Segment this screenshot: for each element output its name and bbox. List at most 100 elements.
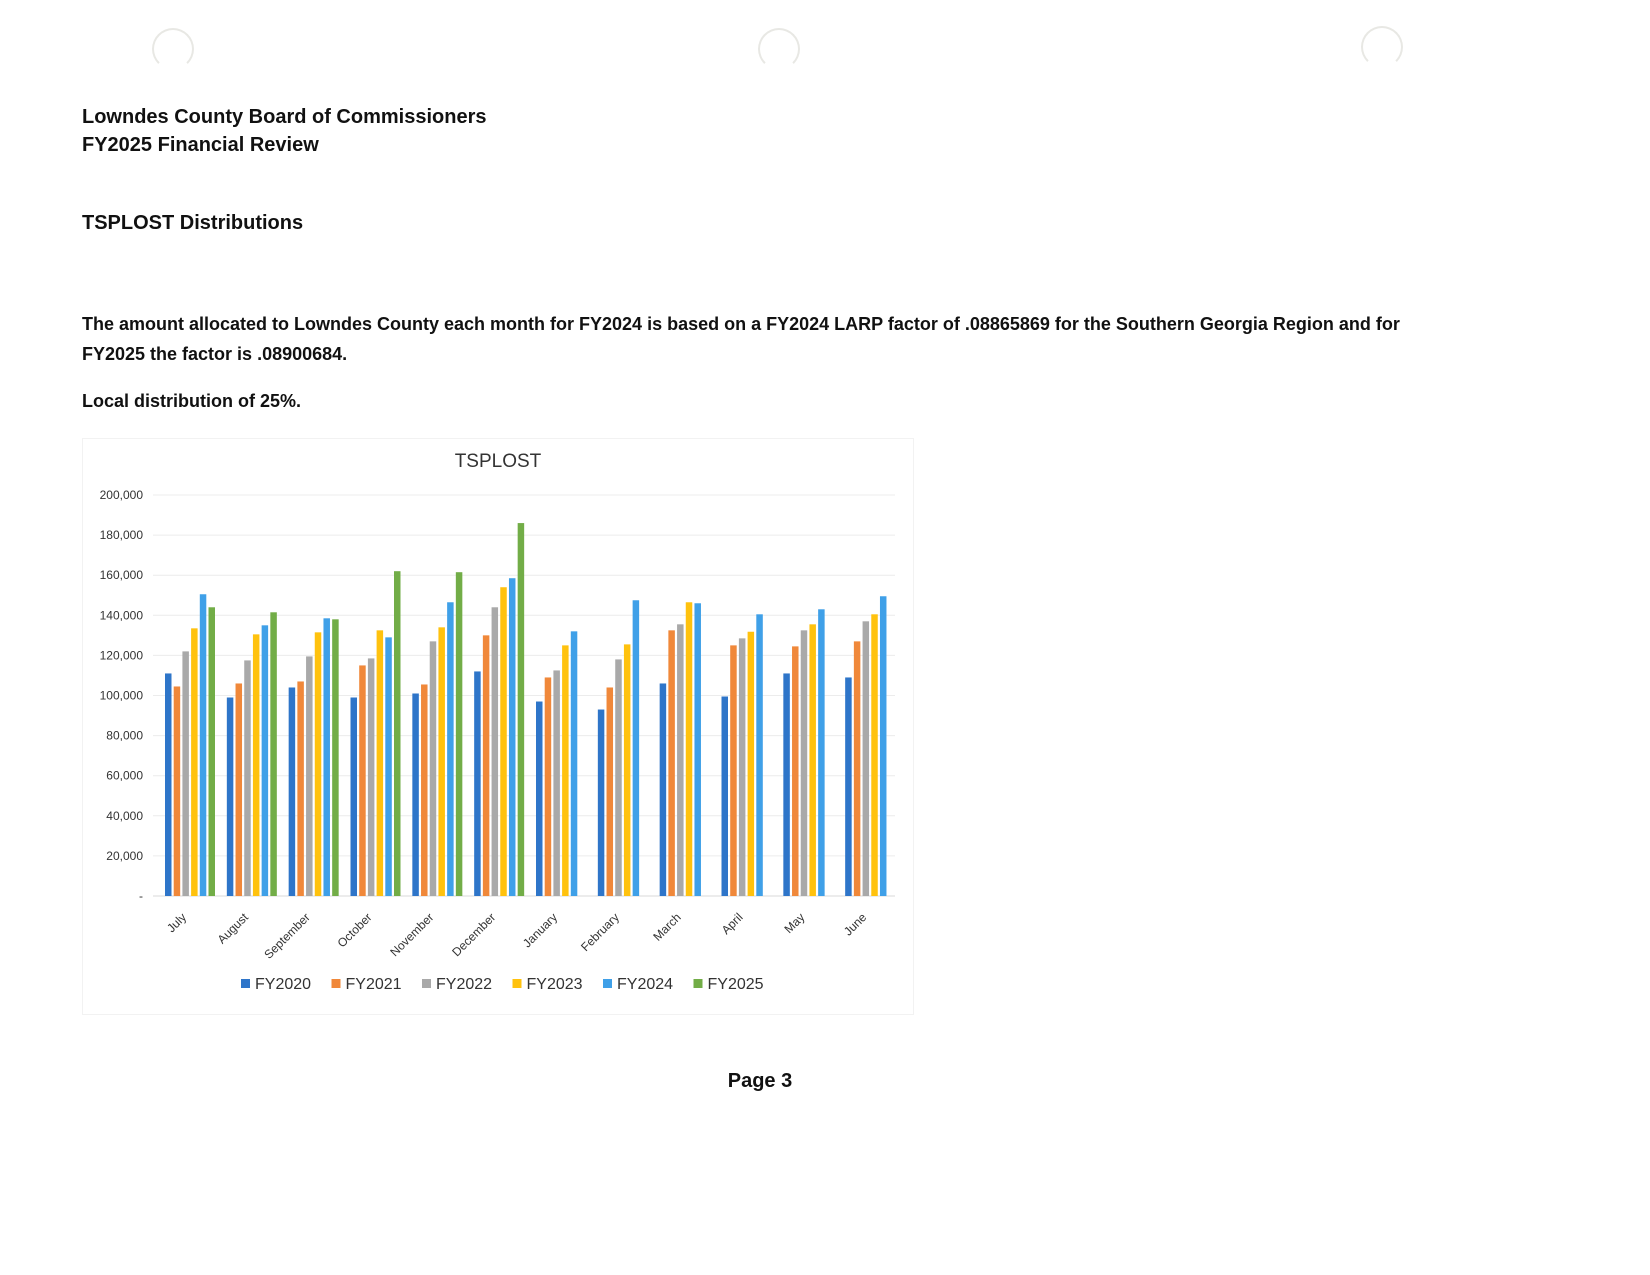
bar-fy2024-march — [694, 603, 701, 896]
bar-fy2024-july — [199, 594, 207, 896]
bar-fy2025-december — [517, 523, 525, 896]
bar-fy2021-december — [482, 635, 490, 896]
legend-swatch-fy2024 — [603, 979, 612, 988]
bar-fy2021-october — [359, 665, 366, 896]
bar-fy2020-november — [412, 693, 419, 896]
bar-fy2023-march — [685, 602, 693, 896]
bar-fy2020-february — [597, 709, 605, 896]
x-tick-label: February — [578, 910, 622, 954]
bar-fy2022-october — [367, 658, 375, 896]
allocation-paragraph: The amount allocated to Lowndes County e… — [82, 314, 1400, 364]
x-tick-label: October — [335, 910, 375, 950]
bar-fy2020-september — [288, 687, 296, 896]
report-title: FY2025 Financial Review — [82, 134, 319, 156]
x-tick-label: July — [164, 910, 189, 935]
bar-fy2024-february — [632, 600, 640, 896]
bar-fy2023-september — [314, 632, 322, 896]
bar-fy2024-december — [508, 578, 516, 896]
bar-fy2022-september — [306, 656, 313, 896]
bar-fy2022-august — [244, 660, 251, 896]
bar-fy2024-may — [818, 609, 825, 896]
legend-swatch-fy2020 — [241, 979, 250, 988]
legend-swatch-fy2023 — [512, 979, 522, 988]
y-tick-label: 160,000 — [100, 568, 144, 582]
bar-fy2025-september — [332, 619, 339, 896]
bar-fy2021-august — [235, 683, 243, 896]
x-tick-label: June — [841, 910, 870, 939]
bar-fy2022-november — [429, 641, 437, 896]
bar-fy2022-june — [862, 621, 870, 896]
bar-fy2021-february — [606, 687, 614, 896]
legend-label-fy2020: FY2020 — [255, 976, 311, 993]
bar-fy2025-november — [455, 572, 463, 896]
bar-fy2023-november — [438, 627, 445, 896]
bar-fy2020-october — [350, 697, 357, 896]
bar-fy2022-february — [615, 659, 622, 896]
bar-fy2025-july — [208, 607, 215, 896]
y-tick-label: 100,000 — [100, 689, 144, 703]
bar-fy2020-july — [165, 673, 172, 896]
bar-fy2023-august — [252, 634, 260, 896]
bar-fy2023-june — [871, 614, 878, 896]
x-tick-label: August — [215, 910, 252, 947]
legend-swatch-fy2025 — [693, 979, 703, 988]
y-tick-label: - — [139, 889, 143, 903]
bar-fy2024-june — [879, 596, 887, 896]
y-tick-label: 200,000 — [100, 488, 144, 502]
x-tick-label: April — [719, 910, 746, 937]
org-title: Lowndes County Board of Commissioners — [82, 106, 487, 128]
bar-fy2020-january — [536, 701, 543, 896]
bar-fy2021-january — [544, 677, 552, 896]
punch-hole-left — [152, 28, 194, 70]
x-tick-label: January — [520, 910, 560, 950]
bar-fy2021-november — [421, 684, 428, 896]
bar-fy2022-january — [553, 670, 560, 896]
bar-fy2021-march — [668, 630, 675, 896]
chart-title: TSPLOST — [454, 451, 542, 472]
punch-hole-center — [758, 28, 800, 70]
y-tick-label: 140,000 — [100, 608, 144, 622]
punch-hole-right — [1361, 26, 1403, 68]
legend-label-fy2024: FY2024 — [617, 976, 673, 993]
y-tick-label: 180,000 — [100, 528, 144, 542]
legend-swatch-fy2022 — [422, 979, 431, 988]
bar-fy2025-august — [270, 612, 277, 896]
bar-fy2022-april — [738, 638, 746, 896]
x-tick-label: December — [449, 910, 498, 959]
bar-fy2024-april — [756, 614, 763, 896]
bar-fy2020-june — [845, 677, 852, 896]
legend-swatch-fy2021 — [331, 979, 341, 988]
x-tick-label: May — [782, 910, 808, 936]
y-tick-label: 40,000 — [106, 809, 143, 823]
bar-fy2023-july — [191, 628, 198, 896]
bar-fy2023-january — [562, 645, 569, 896]
bar-fy2020-march — [659, 683, 667, 896]
local-distribution-note: Local distribution of 25%. — [82, 391, 302, 411]
bar-fy2020-may — [783, 673, 790, 896]
bar-fy2021-may — [792, 646, 799, 896]
x-tick-label: September — [261, 910, 312, 961]
bar-fy2022-march — [677, 624, 684, 896]
legend-label-fy2022: FY2022 — [436, 976, 492, 993]
bar-fy2023-may — [809, 624, 816, 896]
chart-plot: - 20,000 40,000 60,000 80,000 100,000 120,000 1… — [100, 488, 895, 993]
bar-fy2020-august — [226, 697, 234, 896]
bar-fy2021-june — [853, 641, 861, 896]
bar-fy2024-january — [570, 631, 578, 896]
bar-fy2025-october — [394, 571, 401, 896]
bar-fy2022-may — [800, 630, 808, 896]
x-tick-label: March — [650, 910, 683, 943]
bar-fy2024-september — [323, 618, 330, 896]
y-tick-label: 80,000 — [106, 729, 143, 743]
tsplost-chart: TSPLOST - 20,000 40,000 60,000 80,000 100,000… — [82, 438, 914, 1015]
bar-fy2020-april — [721, 696, 728, 896]
y-tick-label: 20,000 — [106, 849, 143, 863]
x-tick-label: November — [387, 910, 436, 959]
bar-fy2024-october — [385, 637, 392, 896]
bar-fy2023-april — [747, 631, 755, 896]
bar-fy2023-october — [376, 630, 384, 896]
section-title: TSPLOST Distributions — [82, 212, 304, 234]
bar-fy2024-august — [261, 625, 269, 896]
bar-fy2023-february — [623, 644, 631, 896]
legend-label-fy2025: FY2025 — [708, 976, 764, 993]
